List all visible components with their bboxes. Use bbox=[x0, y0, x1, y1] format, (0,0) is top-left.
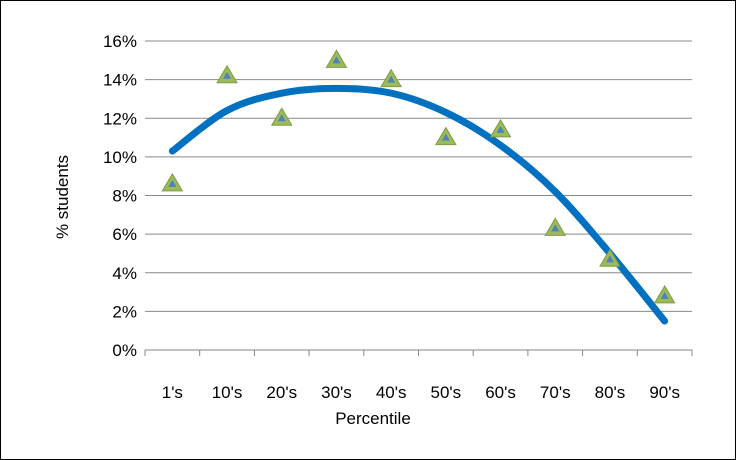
x-tick-label: 90's bbox=[649, 383, 680, 402]
x-tick-label: 40's bbox=[376, 383, 407, 402]
gridlines bbox=[145, 40, 692, 351]
y-tick-label: 8% bbox=[112, 187, 137, 206]
data-point bbox=[270, 107, 293, 126]
data-point bbox=[380, 68, 403, 88]
x-axis-title: Percentile bbox=[335, 409, 411, 428]
data-point bbox=[434, 126, 457, 146]
y-tick-labels: 0% 2% 4% 6% 8% 10% 12% 14% 16% bbox=[103, 32, 137, 360]
y-tick-label: 6% bbox=[112, 225, 137, 244]
x-tick-label: 20's bbox=[266, 383, 297, 402]
x-tick-label: 1's bbox=[162, 383, 183, 402]
data-point bbox=[161, 172, 184, 192]
y-axis-title: % students bbox=[53, 155, 72, 239]
data-point bbox=[325, 49, 348, 68]
y-tick-label: 0% bbox=[112, 341, 137, 360]
x-axis bbox=[144, 350, 693, 356]
x-tick-labels: 1's 10's 20's 30's 40's 50's 60's 70's 80's 90's bbox=[162, 383, 680, 402]
x-tick-label: 10's bbox=[212, 383, 243, 402]
y-tick-label: 14% bbox=[103, 71, 137, 90]
x-tick-label: 30's bbox=[321, 383, 352, 402]
y-tick-label: 12% bbox=[103, 109, 137, 128]
x-tick-label: 50's bbox=[431, 383, 462, 402]
x-tick-label: 60's bbox=[485, 383, 516, 402]
y-tick-label: 10% bbox=[103, 148, 137, 167]
trendline bbox=[168, 84, 669, 325]
scatter-points bbox=[161, 49, 676, 304]
y-tick-label: 4% bbox=[112, 264, 137, 283]
x-tick-label: 70's bbox=[540, 383, 571, 402]
x-tick-label: 80's bbox=[595, 383, 626, 402]
data-point bbox=[489, 118, 512, 138]
data-point bbox=[216, 64, 238, 84]
data-point bbox=[653, 284, 676, 304]
trendline-path bbox=[168, 84, 669, 325]
y-tick-label: 2% bbox=[112, 302, 137, 321]
data-point bbox=[544, 217, 567, 236]
data-point bbox=[599, 248, 621, 267]
y-tick-label: 16% bbox=[103, 32, 137, 51]
